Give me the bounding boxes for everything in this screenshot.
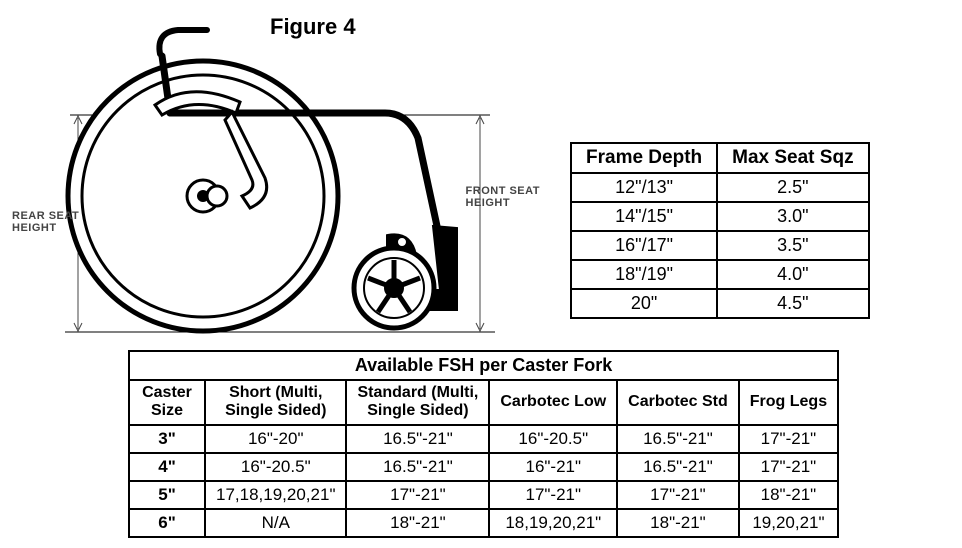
fsh-table-wrap: Available FSH per Caster ForkCasterSizeS… (128, 350, 952, 538)
table-header: Frame Depth (571, 143, 717, 173)
table-cell: 16.5"-21" (346, 453, 489, 481)
table-cell: 4.5" (717, 289, 868, 318)
table-cell: 17"-21" (489, 481, 617, 509)
table-row: 14"/15"3.0" (571, 202, 869, 231)
table-cell: 18"-21" (617, 509, 739, 537)
push-handle-icon (159, 30, 207, 54)
fsh-table-title: Available FSH per Caster Fork (129, 351, 838, 380)
table-cell: 3.5" (717, 231, 868, 260)
table-cell: 16"/17" (571, 231, 717, 260)
table-cell: 16.5"-21" (346, 425, 489, 453)
table-row: 12"/13"2.5" (571, 173, 869, 202)
table-cell: 18,19,20,21" (489, 509, 617, 537)
table-cell: 17"-21" (617, 481, 739, 509)
wheelchair-diagram: Figure 4 (10, 10, 550, 340)
table-cell: 18"-21" (346, 509, 489, 537)
table-cell: 12"/13" (571, 173, 717, 202)
front-seat-height-label: FRONT SEAT HEIGHT (466, 185, 540, 209)
table-header: Max Seat Sqz (717, 143, 868, 173)
table-cell: 17"-21" (346, 481, 489, 509)
table-cell: 20" (571, 289, 717, 318)
top-row: Figure 4 (10, 10, 952, 340)
table-header: Short (Multi,Single Sided) (205, 380, 346, 425)
table-cell: 18"-21" (739, 481, 838, 509)
table-header: Carbotec Low (489, 380, 617, 425)
frame-depth-table-wrap: Frame DepthMax Seat Sqz12"/13"2.5"14"/15… (570, 142, 870, 319)
table-header: Carbotec Std (617, 380, 739, 425)
table-cell: 16.5"-21" (617, 453, 739, 481)
table-cell: 19,20,21" (739, 509, 838, 537)
caster-fork-icon (354, 235, 434, 328)
table-cell: 16.5"-21" (617, 425, 739, 453)
table-cell: 14"/15" (571, 202, 717, 231)
table-cell: 16"-21" (489, 453, 617, 481)
table-row: 4"16"-20.5"16.5"-21"16"-21"16.5"-21"17"-… (129, 453, 838, 481)
table-cell: 17"-21" (739, 453, 838, 481)
table-cell: 17,18,19,20,21" (205, 481, 346, 509)
caster-size-cell: 3" (129, 425, 205, 453)
table-cell: 16"-20" (205, 425, 346, 453)
table-cell: N/A (205, 509, 346, 537)
fsh-per-caster-fork-table: Available FSH per Caster ForkCasterSizeS… (128, 350, 839, 538)
table-cell: 16"-20.5" (489, 425, 617, 453)
table-row: 3"16"-20"16.5"-21"16"-20.5"16.5"-21"17"-… (129, 425, 838, 453)
table-header: CasterSize (129, 380, 205, 425)
frame-depth-table: Frame DepthMax Seat Sqz12"/13"2.5"14"/15… (570, 142, 870, 319)
table-cell: 16"-20.5" (205, 453, 346, 481)
table-header: Standard (Multi,Single Sided) (346, 380, 489, 425)
table-row: 6"N/A18"-21"18,19,20,21"18"-21"19,20,21" (129, 509, 838, 537)
table-row: 5"17,18,19,20,21"17"-21"17"-21"17"-21"18… (129, 481, 838, 509)
wheelchair-svg (10, 10, 550, 340)
caster-size-cell: 5" (129, 481, 205, 509)
table-header: Frog Legs (739, 380, 838, 425)
table-cell: 17"-21" (739, 425, 838, 453)
table-row: 18"/19"4.0" (571, 260, 869, 289)
table-cell: 4.0" (717, 260, 868, 289)
table-row: 20"4.5" (571, 289, 869, 318)
rear-seat-height-label: REAR SEAT HEIGHT (12, 210, 79, 234)
table-cell: 3.0" (717, 202, 868, 231)
caster-size-cell: 4" (129, 453, 205, 481)
table-cell: 18"/19" (571, 260, 717, 289)
table-row: 16"/17"3.5" (571, 231, 869, 260)
table-cell: 2.5" (717, 173, 868, 202)
caster-size-cell: 6" (129, 509, 205, 537)
figure-title: Figure 4 (270, 14, 356, 40)
